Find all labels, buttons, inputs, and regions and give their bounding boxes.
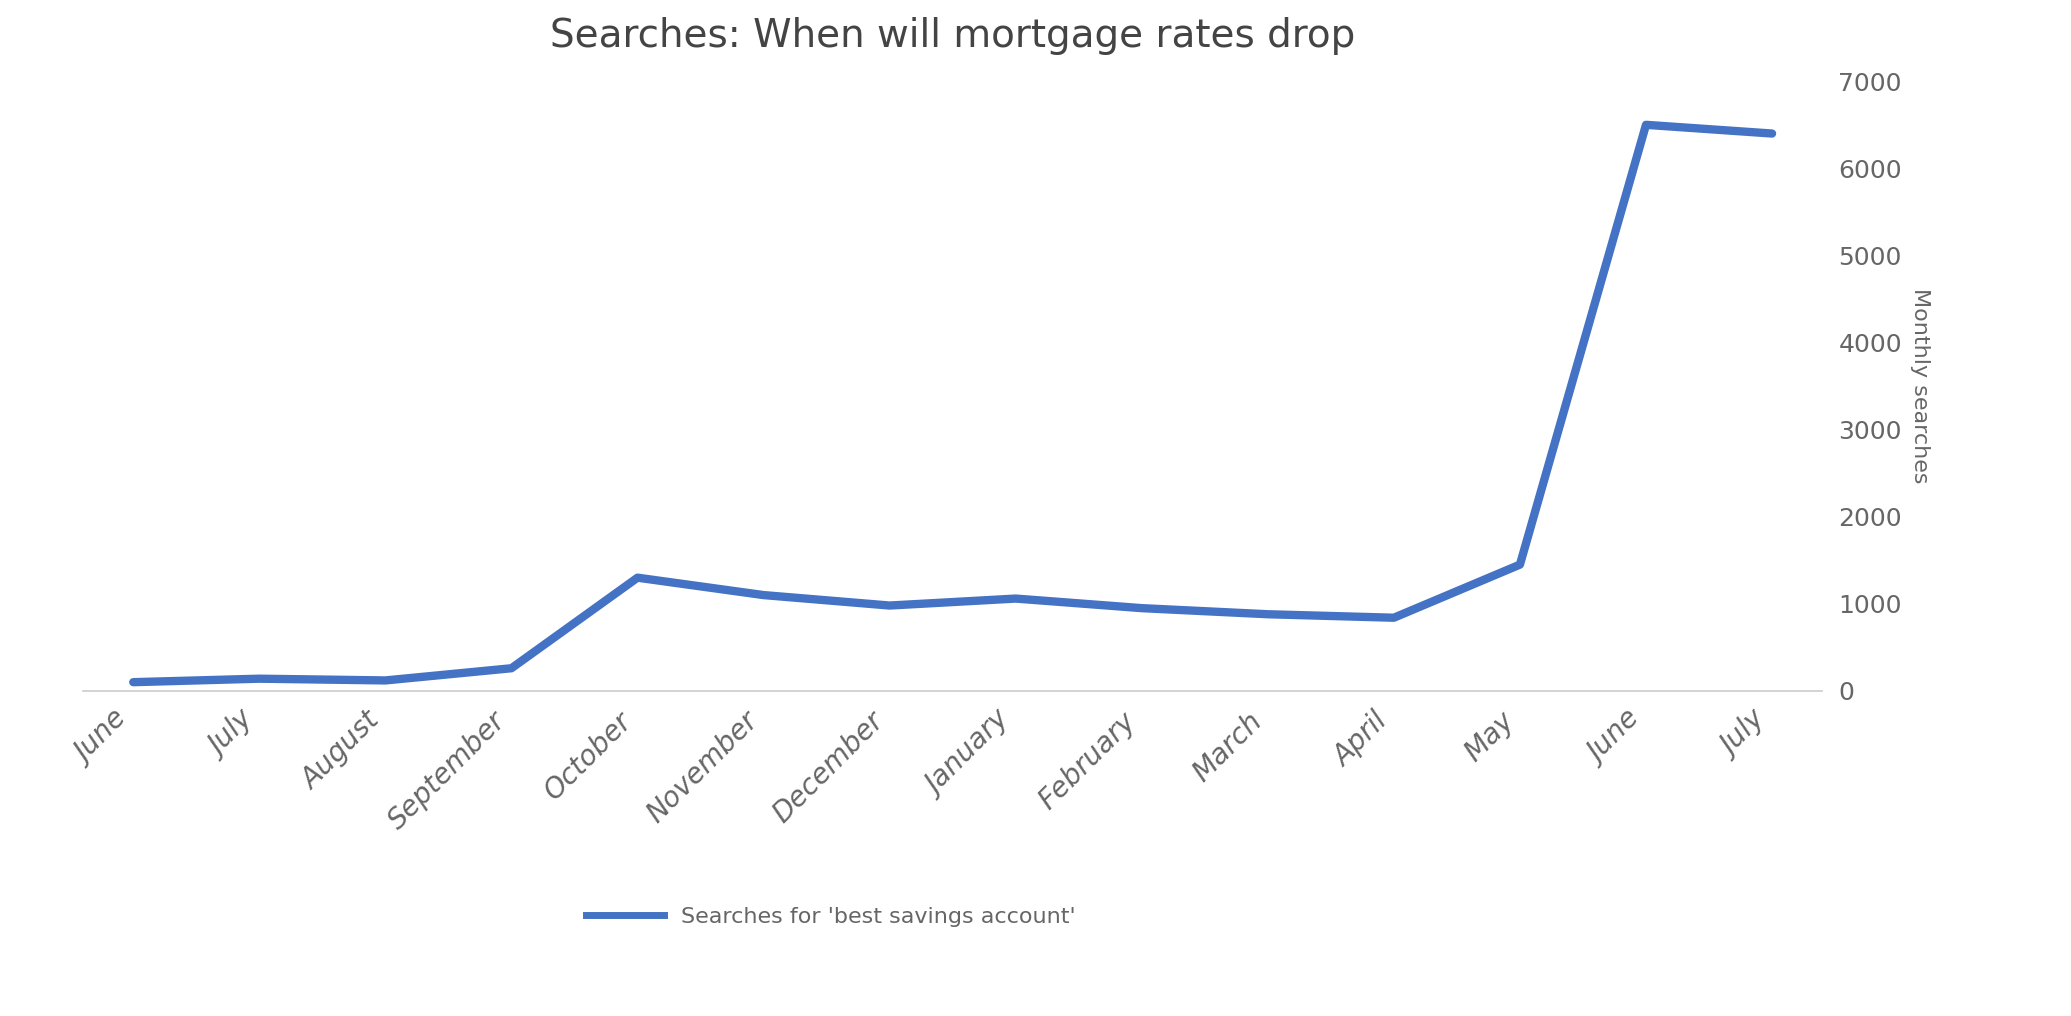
Legend: Searches for 'best savings account': Searches for 'best savings account' [578, 898, 1085, 936]
Y-axis label: Monthly searches: Monthly searches [1909, 289, 1930, 484]
Title: Searches: When will mortgage rates drop: Searches: When will mortgage rates drop [551, 16, 1354, 55]
